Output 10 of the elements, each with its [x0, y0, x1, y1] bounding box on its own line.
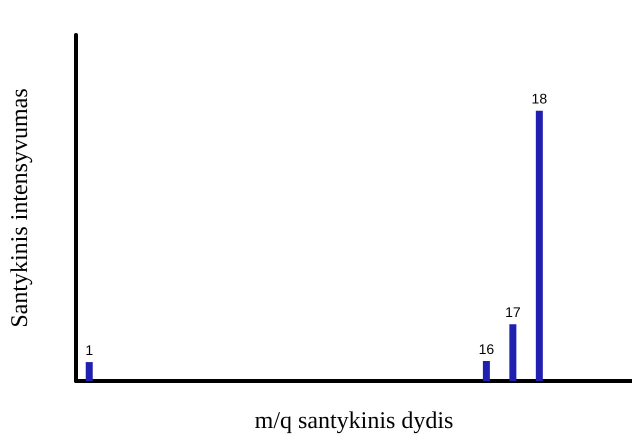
- bar: [536, 110, 543, 381]
- x-tick-label: 17: [505, 304, 521, 320]
- bar: [482, 360, 490, 381]
- x-tick-label: 18: [532, 90, 548, 107]
- x-tick-label: 1: [85, 342, 94, 358]
- bar: [86, 362, 93, 381]
- bar: [509, 324, 516, 381]
- y-axis-title: Santykinis intensyvumas: [7, 88, 33, 328]
- x-axis-title: m/q santykinis dydis: [254, 408, 454, 434]
- x-tick-label: 16: [478, 340, 494, 357]
